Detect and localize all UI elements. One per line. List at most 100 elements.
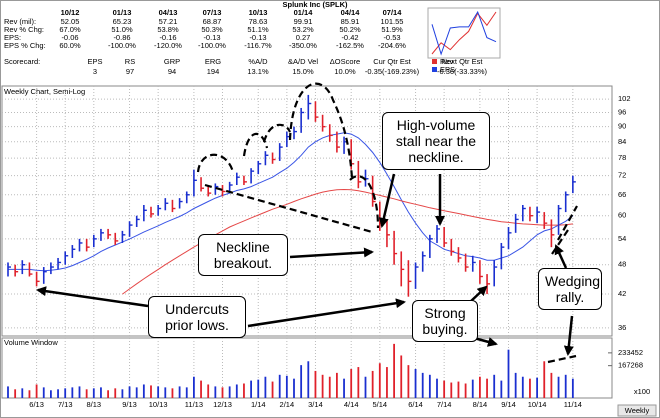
mini-line — [431, 11, 497, 55]
x-tick-label: 11/13 — [185, 400, 203, 409]
annotation: High-volume stall near the neckline. — [382, 112, 490, 170]
scorecard-header: GRP — [164, 57, 180, 66]
x-tick-label: 7/13 — [58, 400, 73, 409]
column-header: 10/12 — [61, 8, 80, 17]
mini-line — [431, 10, 497, 56]
x-tick-label: 8/14 — [473, 400, 488, 409]
table-cell: 57.21 — [159, 17, 178, 26]
table-cell: 99.91 — [294, 17, 313, 26]
annotation-line: neckline. — [408, 149, 464, 165]
legend-swatch — [432, 59, 437, 64]
arrow — [563, 315, 574, 356]
table-cell: 52.05 — [61, 17, 80, 26]
table-cell: 53.8% — [157, 25, 179, 34]
arrow — [36, 286, 149, 308]
volume-title: Volume Window — [4, 338, 58, 347]
y-tick-label: 66 — [618, 190, 626, 199]
annotation-line: High-volume — [396, 117, 476, 133]
column-header: 10/13 — [249, 8, 268, 17]
wedge-line — [551, 229, 569, 255]
table-cell: -0.53 — [383, 33, 400, 42]
dashed-drawing — [196, 153, 235, 173]
x-tick-label: 3/14 — [308, 400, 323, 409]
table-cell: 51.9% — [381, 25, 403, 34]
mini-chart-box — [427, 7, 501, 59]
annotation-line: Neckline — [216, 239, 270, 255]
table-cell: 67.0% — [59, 25, 81, 34]
scorecard-header: RS — [125, 57, 135, 66]
scorecard-value: 13.1% — [247, 67, 269, 76]
x-tick-label: 6/13 — [29, 400, 44, 409]
y-tick-label: 84 — [618, 137, 626, 146]
scorecard-value: 3 — [93, 67, 97, 76]
legend-label: EPS — [440, 65, 455, 74]
arrow — [473, 336, 498, 347]
dashed-drawing — [262, 123, 292, 143]
y-tick-label: 72 — [618, 171, 626, 180]
period-button[interactable] — [617, 404, 657, 417]
table-cell: 51.0% — [111, 25, 133, 34]
scorecard-value: 94 — [168, 67, 176, 76]
volume-trend — [547, 354, 577, 364]
column-header: 01/14 — [294, 8, 314, 17]
column-header: 04/13 — [159, 8, 178, 17]
scorecard-value: -0.36(-33.33%) — [437, 67, 488, 76]
annotation-line: Strong — [424, 305, 466, 321]
arrow — [378, 173, 396, 228]
price-title: Weekly Chart, Semi-Log — [4, 87, 85, 96]
x-tick-label: 10/14 — [528, 400, 547, 409]
wedge-line — [557, 205, 578, 241]
scorecard-label: Scorecard: — [4, 57, 40, 66]
row-label: EPS % Chg: — [4, 41, 46, 50]
dashed-drawing — [288, 82, 354, 179]
table-cell: 0.27 — [296, 33, 311, 42]
table-cell: -0.86 — [113, 33, 130, 42]
table-cell: 50.2% — [339, 25, 361, 34]
table-cell: -0.13 — [249, 33, 266, 42]
annotation-line: Undercuts — [165, 301, 229, 317]
x-tick-label: 5/14 — [372, 400, 387, 409]
y-tick-label: 48 — [618, 260, 626, 269]
annotation-line: rally. — [555, 289, 585, 305]
scorecard-header: EPS — [87, 57, 102, 66]
table-cell: 78.63 — [249, 17, 268, 26]
annotation: Wedging rally. — [538, 268, 602, 310]
table-cell: -0.13 — [203, 33, 220, 42]
legend-label: Rev — [440, 57, 454, 66]
annotation: Strong buying. — [412, 300, 478, 342]
dashed-drawing — [242, 132, 269, 157]
scorecard-header: ERG — [205, 57, 221, 66]
header-title: Splunk Inc (SPLK) — [282, 0, 348, 9]
table-cell: -100.0% — [108, 41, 136, 50]
scorecard-header: Next Qtr Est — [442, 57, 484, 66]
legend-swatch — [432, 67, 437, 72]
moving-average — [8, 132, 574, 272]
table-cell: 101.55 — [381, 17, 404, 26]
x-tick-label: 7/14 — [437, 400, 452, 409]
x-tick-label: 9/13 — [122, 400, 137, 409]
table-cell: -116.7% — [244, 41, 272, 50]
volume-panel — [1, 337, 613, 399]
y-tick-label: 36 — [618, 323, 626, 332]
neckline — [204, 183, 373, 234]
table-cell: 53.2% — [292, 25, 314, 34]
scorecard-header: ΔOScore — [330, 57, 360, 66]
table-cell: -0.16 — [159, 33, 176, 42]
scorecard-value: 97 — [126, 67, 134, 76]
arrow — [289, 247, 374, 259]
row-label: Rev % Chg: — [4, 25, 44, 34]
column-header: 01/13 — [113, 8, 132, 17]
scorecard-header: Cur Qtr Est — [373, 57, 411, 66]
y-tick-label: 54 — [618, 234, 626, 243]
dashed-drawing — [349, 175, 380, 229]
y-tick-label: 96 — [618, 107, 626, 116]
table-cell: 60.0% — [59, 41, 81, 50]
table-cell: -0.42 — [341, 33, 358, 42]
period-button-label[interactable]: Weekly — [625, 406, 650, 415]
scorecard-header: &A/D Vel — [288, 57, 318, 66]
column-header: 07/14 — [383, 8, 403, 17]
scorecard-header: %A/D — [248, 57, 268, 66]
arrow — [469, 285, 488, 303]
annotation-line: breakout. — [213, 255, 273, 271]
